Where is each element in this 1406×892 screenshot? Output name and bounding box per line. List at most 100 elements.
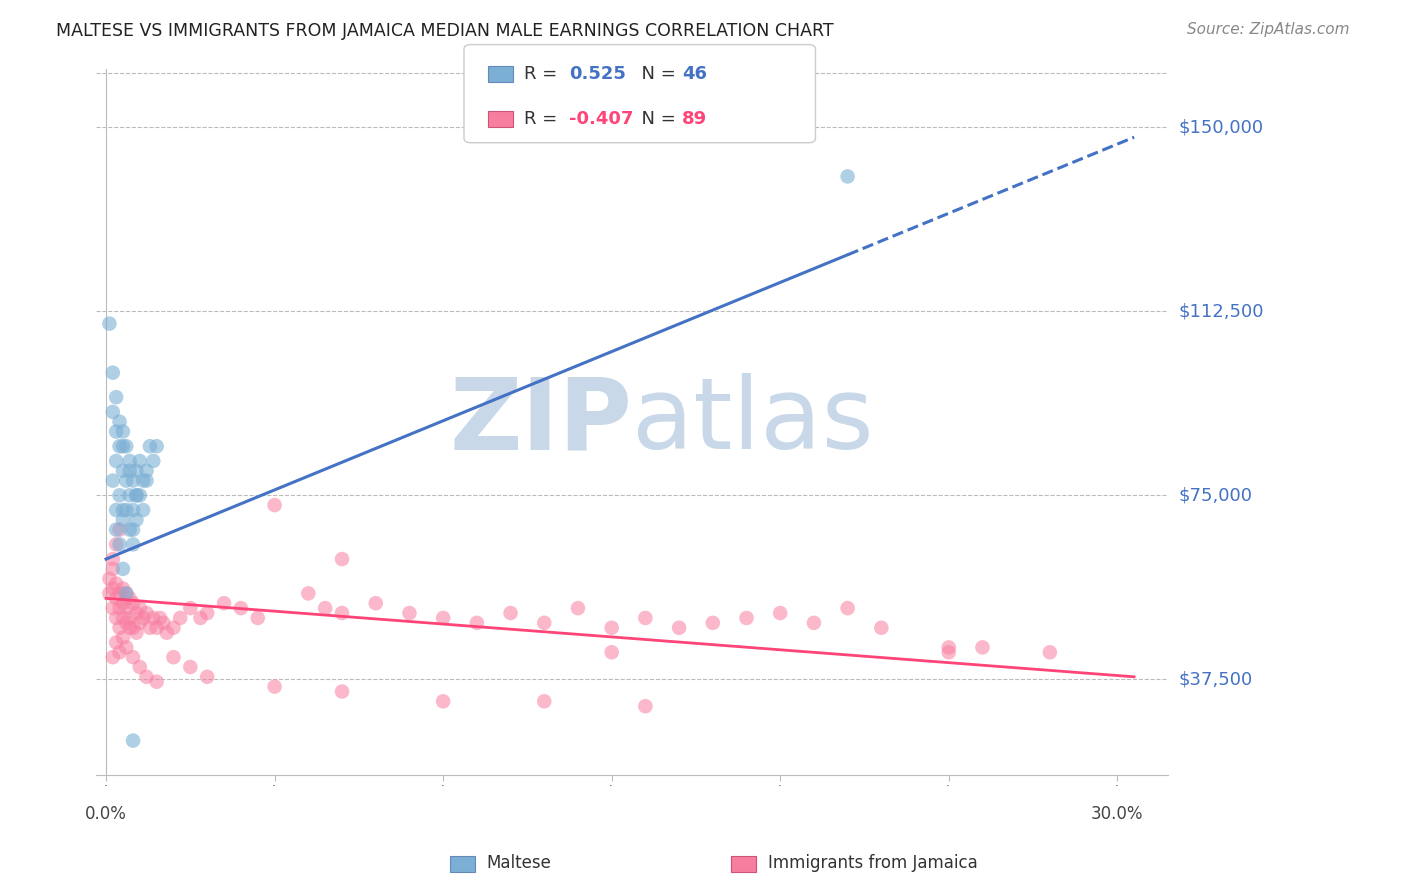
Point	[101, 601, 124, 615]
Point	[108, 439, 131, 453]
Point	[111, 596, 134, 610]
Point	[1039, 645, 1062, 659]
Point	[101, 582, 124, 596]
Text: $75,000: $75,000	[1180, 486, 1253, 504]
Point	[668, 621, 690, 635]
Point	[111, 562, 134, 576]
Point	[98, 586, 121, 600]
Point	[128, 660, 150, 674]
Point	[122, 537, 145, 551]
Point	[111, 513, 134, 527]
Point	[135, 464, 157, 478]
Point	[122, 650, 145, 665]
Point	[195, 606, 218, 620]
Point	[118, 488, 141, 502]
Point	[98, 317, 121, 331]
Point	[567, 601, 589, 615]
Point	[105, 537, 128, 551]
Point	[118, 464, 141, 478]
Point	[101, 366, 124, 380]
Point	[118, 621, 141, 635]
Text: 46: 46	[682, 65, 707, 83]
Point	[105, 425, 128, 439]
Text: $112,500: $112,500	[1180, 302, 1264, 320]
Point	[533, 615, 555, 630]
Point	[600, 645, 623, 659]
Text: Source: ZipAtlas.com: Source: ZipAtlas.com	[1187, 22, 1350, 37]
Text: MALTESE VS IMMIGRANTS FROM JAMAICA MEDIAN MALE EARNINGS CORRELATION CHART: MALTESE VS IMMIGRANTS FROM JAMAICA MEDIA…	[56, 22, 834, 40]
Point	[115, 615, 138, 630]
Point	[364, 596, 387, 610]
Point	[128, 601, 150, 615]
Point	[263, 680, 285, 694]
Point	[162, 650, 184, 665]
Point	[398, 606, 420, 620]
Point	[263, 498, 285, 512]
Point	[108, 645, 131, 659]
Point	[803, 615, 825, 630]
Point	[105, 503, 128, 517]
Point	[101, 650, 124, 665]
Point	[432, 611, 454, 625]
Point	[111, 425, 134, 439]
Point	[533, 694, 555, 708]
Text: ZIP: ZIP	[449, 373, 631, 470]
Point	[115, 601, 138, 615]
Text: Immigrants from Jamaica: Immigrants from Jamaica	[768, 855, 977, 872]
Point	[101, 405, 124, 419]
Point	[122, 596, 145, 610]
Point	[122, 733, 145, 747]
Point	[179, 660, 201, 674]
Point	[101, 562, 124, 576]
Point	[115, 503, 138, 517]
Point	[190, 611, 212, 625]
Point	[115, 586, 138, 600]
Text: 0.0%: 0.0%	[86, 805, 127, 823]
Point	[128, 615, 150, 630]
Text: 30.0%: 30.0%	[1091, 805, 1143, 823]
Point	[972, 640, 994, 655]
Point	[246, 611, 269, 625]
Point	[105, 454, 128, 468]
Point	[122, 523, 145, 537]
Point	[499, 606, 522, 620]
Text: 0.525: 0.525	[569, 65, 626, 83]
Point	[870, 621, 893, 635]
Text: 89: 89	[682, 110, 707, 128]
Point	[108, 601, 131, 615]
Point	[125, 464, 148, 478]
Point	[98, 572, 121, 586]
Point	[108, 621, 131, 635]
Point	[212, 596, 235, 610]
Point	[111, 582, 134, 596]
Point	[118, 523, 141, 537]
Point	[135, 474, 157, 488]
Point	[128, 488, 150, 502]
Point	[108, 523, 131, 537]
Point	[122, 503, 145, 517]
Text: N =: N =	[630, 65, 682, 83]
Point	[132, 611, 155, 625]
Point	[179, 601, 201, 615]
Point	[122, 474, 145, 488]
Text: N =: N =	[630, 110, 682, 128]
Point	[297, 586, 319, 600]
Point	[169, 611, 191, 625]
Point	[108, 488, 131, 502]
Point	[145, 439, 167, 453]
Point	[105, 591, 128, 606]
Point	[837, 169, 859, 184]
Point	[152, 615, 174, 630]
Point	[105, 523, 128, 537]
Point	[125, 488, 148, 502]
Text: -0.407: -0.407	[569, 110, 634, 128]
Point	[125, 625, 148, 640]
Point	[105, 390, 128, 404]
Point	[115, 474, 138, 488]
Point	[142, 611, 165, 625]
Point	[139, 621, 162, 635]
Point	[135, 670, 157, 684]
Point	[330, 684, 353, 698]
Point	[105, 611, 128, 625]
Point	[135, 606, 157, 620]
